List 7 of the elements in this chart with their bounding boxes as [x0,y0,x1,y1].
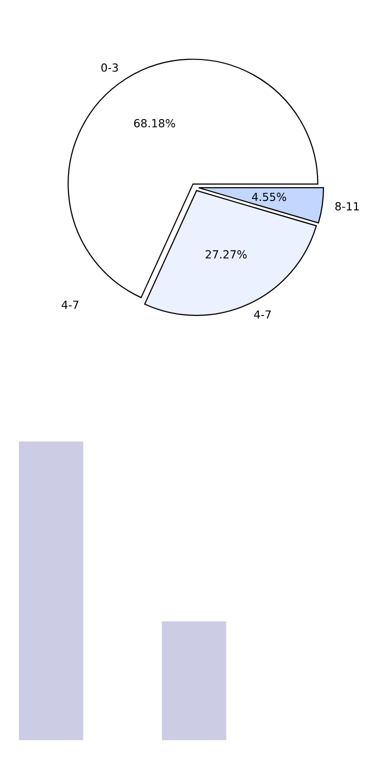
data-label: 68.18% [134,119,176,128]
data-label: 4.55% [252,192,286,202]
text: 4-7 [62,300,78,309]
slice-label: 0-3 [101,63,118,72]
slice-label: 8-11 [335,202,359,211]
slice-label: 4-7 [254,310,271,319]
data-label: 27.27% [206,250,247,259]
